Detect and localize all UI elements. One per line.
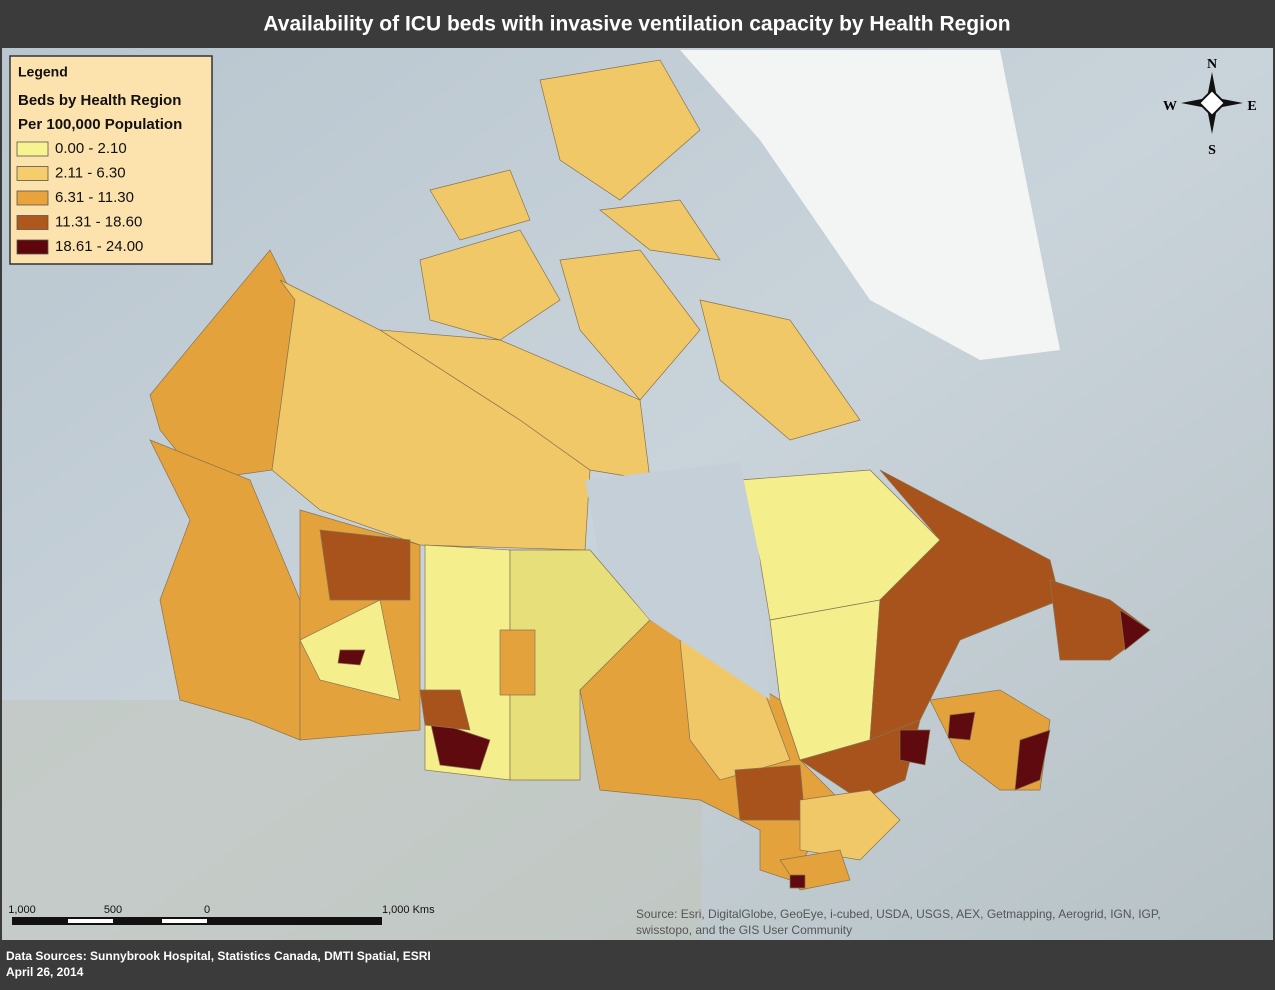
legend-label: 2.11 - 6.30 (55, 164, 126, 181)
legend-label: 0.00 - 2.10 (55, 140, 127, 157)
scale-label: 500 (104, 904, 122, 916)
compass-center (1197, 88, 1227, 118)
title-bar (0, 0, 1275, 48)
legend-swatch (16, 166, 49, 181)
compass-s: S (1208, 143, 1216, 158)
scale-bar: 1,000 500 0 1,000 Kms (8, 904, 435, 925)
usa-land (2, 700, 702, 940)
scale-label: 1,000 Kms (382, 904, 435, 916)
legend-subtitle: Per 100,000 Population (18, 116, 182, 133)
compass-e: E (1247, 99, 1256, 114)
source: Source: Esri, DigitalGlobe, GeoEye, i-cu… (636, 907, 1161, 921)
legend-label: 11.31 - 18.60 (55, 213, 142, 230)
greenland (680, 50, 1060, 360)
footer-sources: Data Sources: Sunnybrook Hospital, Stati… (6, 949, 431, 963)
legend-swatch (16, 141, 49, 157)
compass: N S E W (1163, 57, 1257, 158)
title: Availability of ICU beds with invasive v… (263, 13, 1010, 36)
regions (149, 59, 1151, 891)
legend-box (9, 55, 213, 265)
legend-swatch (16, 215, 49, 230)
compass-w: W (1163, 99, 1177, 114)
legend-swatch (16, 190, 49, 206)
footer-date: April 26, 2014 (6, 965, 84, 979)
source: swisstopo, and the GIS User Community (636, 923, 852, 937)
scale-segment (68, 919, 113, 923)
scale-segment (162, 919, 207, 923)
legend-subtitle: Beds by Health Region (18, 92, 181, 109)
scale-label: 1,000 (8, 904, 36, 916)
hudson-bay (585, 462, 770, 700)
legend-label: 6.31 - 11.30 (55, 189, 134, 206)
legend-swatch (16, 239, 49, 255)
compass-n: N (1207, 57, 1217, 72)
legend: Legend Beds by Health Region Per 100,000… (9, 55, 213, 265)
legend-heading: Legend (18, 64, 68, 80)
scale-label: 0 (204, 904, 210, 916)
footer-bar (0, 940, 1275, 990)
legend-label: 18.61 - 24.00 (55, 238, 143, 255)
